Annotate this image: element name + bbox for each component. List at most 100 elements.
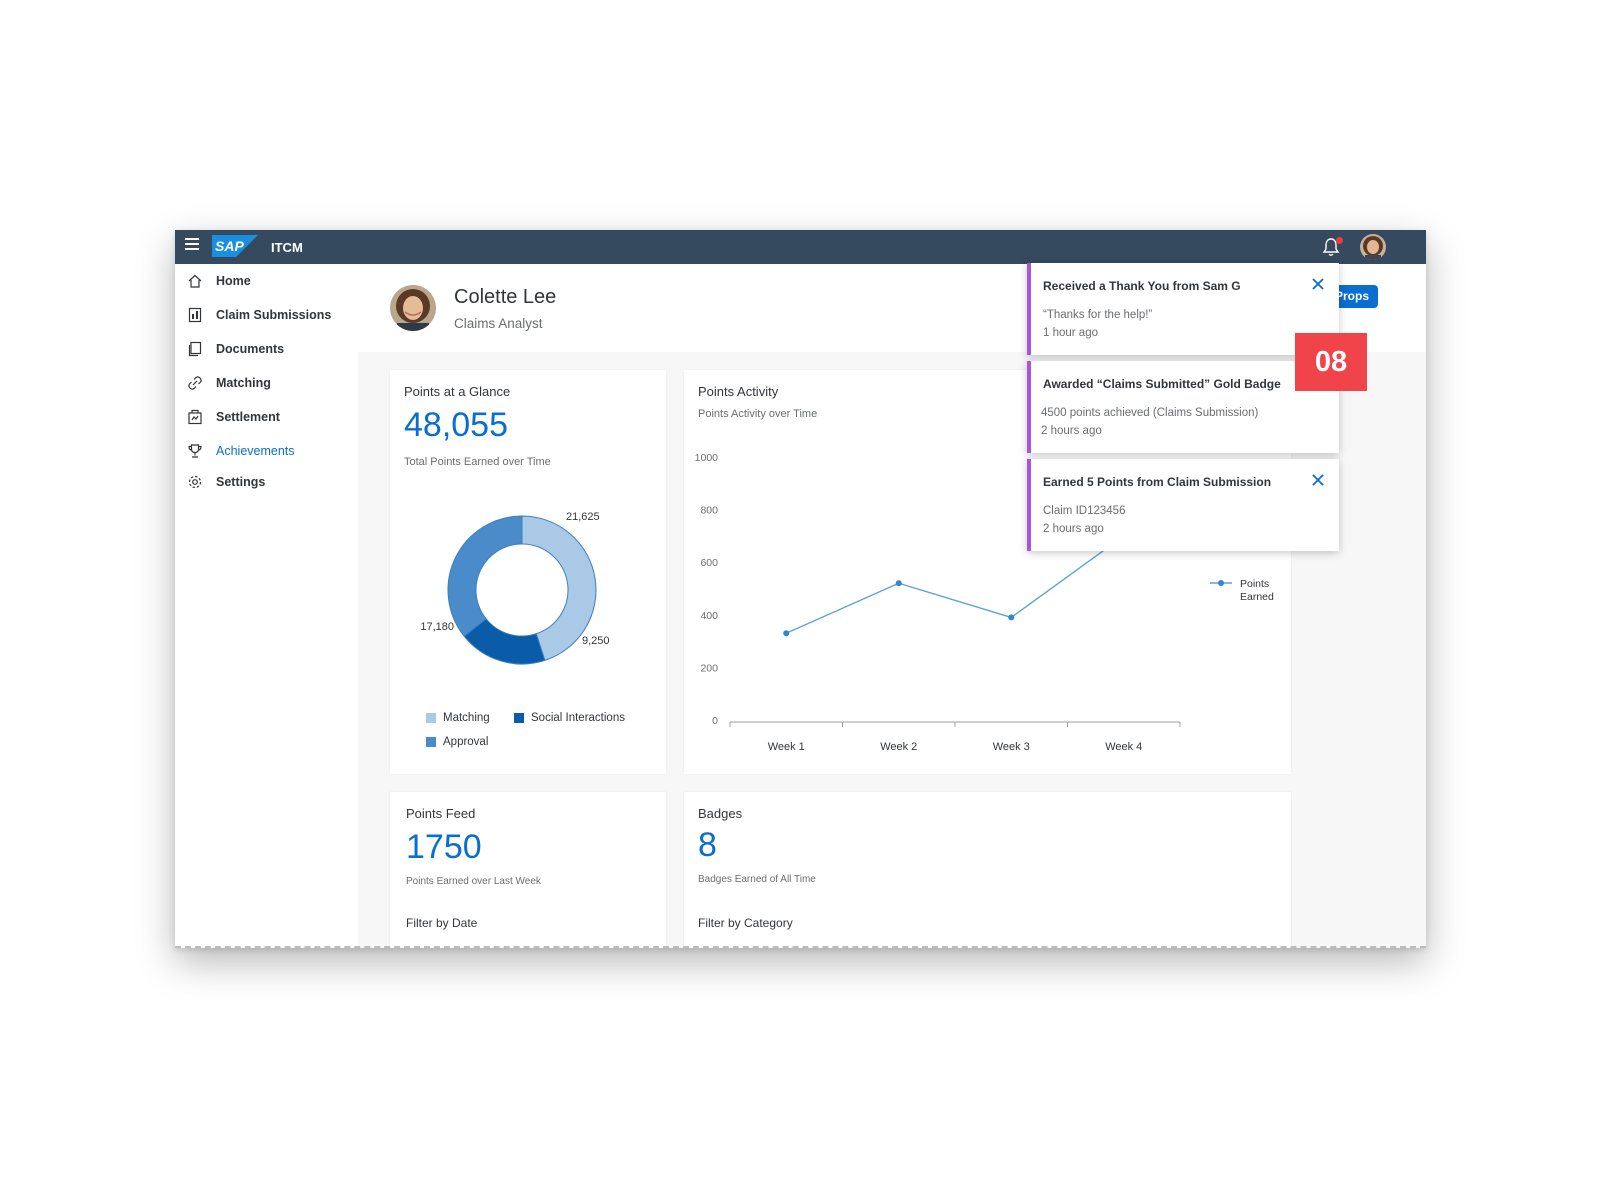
nav-label-settlement: Settlement: [216, 410, 280, 424]
filter-by-category[interactable]: Filter by Category: [698, 916, 793, 930]
series-line-points-earned: [785, 535, 1125, 634]
legend-approval: Approval: [426, 736, 488, 748]
claims-icon: [188, 307, 202, 323]
trophy-icon: [188, 444, 202, 458]
feed-value: 1750: [406, 828, 482, 866]
y-tick-label: 600: [700, 557, 718, 569]
nav-item-settlement[interactable]: Settlement: [187, 406, 280, 428]
glance-subtitle: Total Points Earned over Time: [404, 456, 551, 468]
legend-social: Social Interactions: [514, 712, 625, 724]
legend-label-line1: Points: [1240, 578, 1269, 590]
notification-title: Received a Thank You from Sam G: [1043, 279, 1241, 293]
y-tick-label: 400: [700, 610, 718, 622]
badges-card: Badges 8 Badges Earned of All Time Filte…: [684, 792, 1291, 948]
legend-point-swatch: [1218, 580, 1224, 586]
x-tick-label: Week 1: [768, 741, 805, 753]
nav-item-matching[interactable]: Matching: [187, 372, 271, 394]
donut-slice-matching[interactable]: [521, 515, 597, 662]
legend-label-social: Social Interactions: [531, 712, 625, 724]
donut-slice-approval[interactable]: [447, 515, 523, 637]
y-tick-label: 800: [700, 505, 718, 517]
shell-bar: SAP ITCM: [175, 230, 1426, 264]
notification-gold-badge[interactable]: Awarded “Claims Submitted” Gold Badge 45…: [1027, 361, 1339, 453]
badges-value: 8: [698, 826, 717, 864]
nav-item-home[interactable]: Home: [187, 270, 251, 292]
window-bottom-edge: [175, 946, 1426, 948]
notification-claim-points[interactable]: Earned 5 Points from Claim Submission Cl…: [1027, 459, 1339, 551]
notification-message: 4500 points achieved (Claims Submission): [1041, 407, 1259, 419]
legend-label-matching: Matching: [443, 712, 490, 724]
points-feed-card: Points Feed 1750 Points Earned over Last…: [390, 792, 666, 948]
y-tick-label: 0: [712, 715, 718, 727]
app-window: SAP ITCM Home Claim Submissions: [175, 230, 1426, 948]
menu-icon[interactable]: [185, 238, 199, 252]
activity-subtitle: Points Activity over Time: [698, 408, 818, 420]
notification-message: “Thanks for the help!”: [1043, 309, 1153, 321]
nav-label-home: Home: [216, 274, 251, 288]
badges-title: Badges: [698, 806, 743, 821]
link-icon: [188, 376, 202, 390]
profile-name: Colette Lee: [454, 286, 557, 308]
notification-time: 1 hour ago: [1043, 327, 1098, 339]
gear-icon: [188, 475, 202, 489]
close-icon[interactable]: [1311, 473, 1325, 487]
profile-avatar: [390, 285, 436, 331]
glance-total: 48,055: [404, 406, 508, 444]
notification-thank-you[interactable]: Received a Thank You from Sam G “Thanks …: [1027, 263, 1339, 355]
glance-title: Points at a Glance: [404, 384, 511, 399]
legend-matching: Matching: [426, 712, 490, 724]
data-point[interactable]: [895, 580, 902, 587]
notification-bell-icon[interactable]: [1322, 237, 1340, 257]
donut-data-label: 17,180: [420, 621, 454, 633]
nav-item-settings[interactable]: Settings: [187, 471, 265, 493]
legend-swatch-approval: [426, 737, 436, 747]
home-icon: [188, 274, 202, 288]
main-content: Colette Lee Claims Analyst ive Props Poi…: [358, 264, 1426, 948]
user-avatar[interactable]: [1360, 234, 1386, 260]
points-line-chart: 0 200 400 600 800 1000 Week 1 Week 2 Week 3 Week …: [695, 452, 1274, 753]
notification-time: 2 hours ago: [1041, 425, 1102, 437]
legend-label-line2: Earned: [1240, 591, 1274, 603]
donut-data-label: 9,250: [582, 635, 610, 647]
side-navigation: Home Claim Submissions Documents Matchin…: [175, 264, 358, 948]
data-point[interactable]: [783, 630, 790, 637]
notification-title: Earned 5 Points from Claim Submission: [1043, 475, 1272, 489]
filter-by-date[interactable]: Filter by Date: [406, 916, 478, 930]
step-number-badge: 08: [1295, 333, 1367, 391]
nav-label-claim-submissions: Claim Submissions: [216, 308, 332, 322]
x-tick-label: Week 4: [1105, 741, 1142, 753]
x-tick-label: Week 2: [880, 741, 917, 753]
legend-label-approval: Approval: [443, 736, 489, 748]
app-title: ITCM: [271, 240, 303, 255]
notification-title: Awarded “Claims Submitted” Gold Badge: [1043, 377, 1281, 391]
feed-subtitle: Points Earned over Last Week: [406, 876, 541, 887]
nav-label-settings: Settings: [216, 475, 266, 489]
nav-item-achievements[interactable]: Achievements: [187, 440, 295, 462]
points-at-a-glance-card: Points at a Glance 48,055 Total Points E…: [390, 370, 666, 774]
badges-subtitle: Badges Earned of All Time: [698, 874, 816, 885]
legend-swatch-matching: [426, 713, 436, 723]
nav-label-documents: Documents: [216, 342, 285, 356]
activity-title: Points Activity: [698, 384, 779, 399]
points-donut-chart: 21,625 9,250 17,180: [420, 511, 610, 665]
sap-logo[interactable]: SAP: [212, 235, 258, 257]
nav-label-achievements: Achievements: [216, 444, 295, 458]
notification-dot: [1336, 237, 1343, 244]
sap-logo-text: SAP: [215, 238, 244, 254]
notification-message: Claim ID123456: [1043, 505, 1126, 517]
documents-icon: [188, 341, 202, 357]
y-tick-label: 1000: [695, 452, 719, 464]
settlement-icon: [188, 409, 202, 425]
nav-label-matching: Matching: [216, 376, 271, 390]
nav-item-documents[interactable]: Documents: [187, 338, 284, 360]
legend-swatch-social: [514, 713, 524, 723]
nav-item-claim-submissions[interactable]: Claim Submissions: [187, 304, 331, 326]
notification-time: 2 hours ago: [1043, 523, 1104, 535]
x-tick-label: Week 3: [993, 741, 1030, 753]
y-tick-label: 200: [700, 662, 718, 674]
close-icon[interactable]: [1311, 277, 1325, 291]
donut-data-label: 21,625: [566, 511, 600, 523]
data-point[interactable]: [1008, 614, 1015, 621]
feed-title: Points Feed: [406, 806, 476, 821]
profile-role: Claims Analyst: [454, 316, 543, 331]
